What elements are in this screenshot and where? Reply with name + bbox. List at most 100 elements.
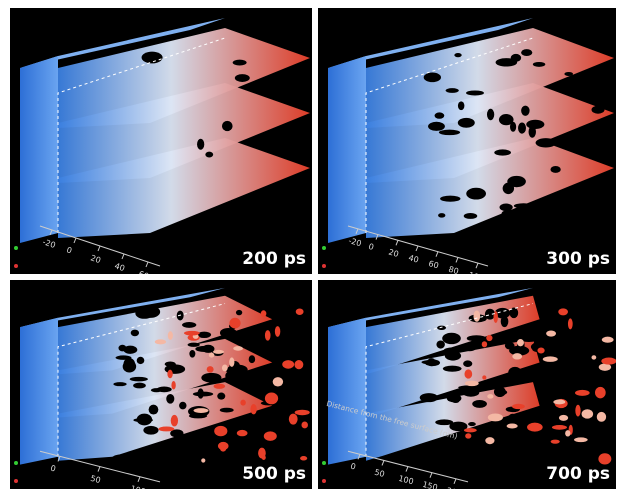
droplet: [487, 413, 503, 422]
tick-label: 50: [90, 474, 102, 485]
droplet: [465, 433, 472, 439]
hole: [179, 401, 187, 410]
hole: [572, 396, 580, 406]
hole: [129, 376, 148, 382]
droplet: [240, 399, 246, 406]
droplet: [154, 339, 167, 345]
axes-icon: [14, 246, 18, 250]
hole: [428, 121, 445, 131]
droplet: [482, 375, 487, 380]
hole: [457, 101, 465, 111]
droplet: [558, 308, 568, 316]
sheet: [366, 83, 614, 183]
droplet: [158, 426, 175, 432]
hole: [472, 226, 479, 234]
hole: [495, 58, 518, 67]
axis-tick: [395, 240, 399, 246]
hole: [219, 407, 234, 413]
hole: [167, 443, 184, 451]
axis-tick: [453, 478, 457, 484]
droplet: [233, 346, 243, 351]
wall: [20, 56, 58, 243]
hole: [141, 51, 163, 64]
droplet: [537, 347, 545, 354]
hole: [219, 328, 237, 338]
droplet: [601, 336, 614, 343]
sheet: [58, 382, 273, 461]
hole: [526, 414, 542, 420]
axis-tick: [455, 257, 459, 263]
hole: [445, 88, 459, 93]
hole: [225, 370, 239, 382]
hole: [500, 315, 509, 328]
hole: [501, 447, 519, 453]
tick-label: -20: [41, 237, 56, 250]
droplet: [553, 399, 566, 405]
droplet: [167, 369, 173, 379]
hole: [156, 386, 172, 393]
hole: [235, 309, 243, 316]
hole: [466, 335, 487, 342]
wall: [20, 317, 58, 465]
hole: [585, 427, 593, 435]
hole: [593, 370, 616, 380]
droplet: [206, 366, 214, 373]
sheet: [366, 138, 614, 238]
hole: [170, 429, 184, 438]
guide: [365, 37, 534, 233]
droplet: [575, 404, 581, 417]
axis-tick: [73, 237, 77, 244]
droplet: [294, 409, 310, 416]
hole: [232, 59, 247, 66]
hole: [189, 349, 196, 358]
droplet: [272, 377, 284, 387]
hole: [201, 372, 222, 383]
droplet: [301, 421, 308, 429]
tick-label: 60: [137, 269, 150, 274]
hole: [442, 365, 462, 372]
hole: [158, 448, 169, 458]
time-label: 700 ps: [546, 464, 610, 484]
droplet: [506, 423, 518, 429]
droplet: [596, 411, 607, 422]
axis-tick: [145, 261, 149, 268]
hole: [275, 447, 288, 459]
hole: [571, 383, 590, 391]
tick-label: 80: [447, 265, 459, 274]
panel: -20 0 20 40 60 200 ps: [10, 8, 312, 274]
hole: [444, 350, 462, 361]
droplet: [295, 308, 304, 315]
hole: [584, 206, 602, 217]
tick-label: 0: [367, 242, 374, 252]
droplet: [213, 383, 226, 389]
droplet: [575, 389, 590, 396]
hole: [423, 72, 441, 83]
hole: [234, 74, 250, 82]
axes-icon: [322, 461, 326, 465]
tick-label: 0: [50, 464, 57, 474]
hole: [443, 347, 462, 353]
axis-tick: [97, 466, 101, 472]
droplet: [170, 414, 179, 427]
wall-top: [20, 18, 225, 68]
hole: [463, 360, 473, 368]
wall: [328, 317, 366, 465]
hole: [521, 105, 530, 116]
hole: [434, 112, 445, 119]
hole: [182, 321, 197, 328]
sheet: [366, 338, 540, 418]
hole: [535, 138, 557, 148]
hole: [548, 322, 568, 333]
tick-label: 50: [374, 468, 386, 479]
hole: [521, 49, 533, 57]
droplet: [193, 408, 209, 413]
hole: [580, 397, 589, 408]
guide: [365, 303, 534, 457]
sheet: [58, 295, 273, 375]
hole: [248, 380, 259, 390]
axis-tick: [475, 262, 479, 269]
hole: [493, 386, 506, 398]
axis-tick: [429, 472, 433, 478]
hole: [436, 340, 445, 349]
axis-tick: [435, 251, 439, 257]
